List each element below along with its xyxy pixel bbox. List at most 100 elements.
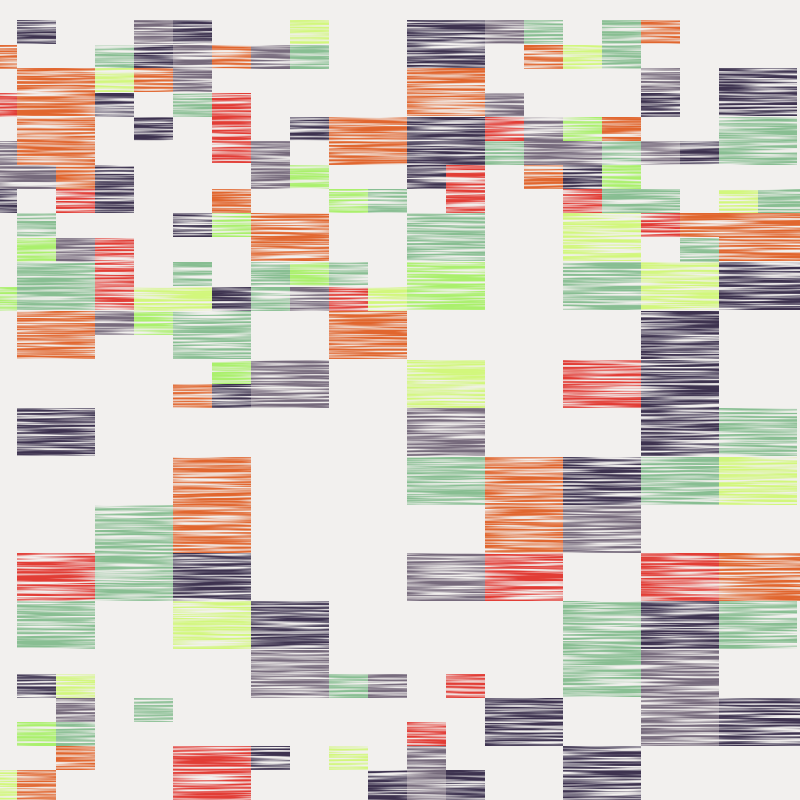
hatched-block bbox=[485, 20, 524, 44]
hatched-block bbox=[56, 746, 95, 770]
hatched-block bbox=[563, 457, 641, 505]
hatched-block bbox=[641, 650, 719, 698]
hatched-block bbox=[134, 698, 173, 722]
hatched-block bbox=[173, 68, 212, 92]
hatched-block bbox=[173, 746, 251, 800]
hatched-block bbox=[407, 746, 446, 770]
hatched-block bbox=[524, 141, 563, 165]
hatched-block bbox=[56, 722, 95, 746]
hatched-block bbox=[56, 238, 95, 262]
hatched-block bbox=[329, 674, 368, 698]
hatched-block bbox=[641, 20, 680, 44]
block-group bbox=[0, 20, 800, 800]
hatched-block bbox=[17, 20, 56, 44]
hatched-block bbox=[602, 117, 641, 141]
hatched-block bbox=[602, 189, 641, 213]
hatched-block bbox=[563, 746, 641, 800]
hatched-block bbox=[563, 262, 641, 310]
hatched-block bbox=[0, 189, 17, 213]
hatched-block bbox=[134, 20, 173, 44]
hatched-block bbox=[563, 165, 602, 189]
hatched-block bbox=[0, 287, 17, 311]
hatched-block bbox=[719, 213, 800, 261]
hatched-block bbox=[17, 553, 95, 601]
hatched-block bbox=[719, 117, 797, 165]
hatched-block bbox=[524, 20, 563, 44]
hatched-block bbox=[407, 20, 485, 68]
hatched-block bbox=[173, 45, 212, 69]
hatched-block bbox=[563, 117, 602, 141]
hatched-block bbox=[251, 213, 329, 261]
hatched-block bbox=[212, 360, 251, 384]
hatched-block bbox=[173, 213, 212, 237]
hatched-block bbox=[173, 287, 212, 311]
hatched-block bbox=[134, 45, 173, 69]
hatched-block bbox=[485, 457, 563, 553]
hatched-block bbox=[173, 553, 251, 601]
hatched-block bbox=[17, 722, 56, 746]
hatched-block bbox=[290, 45, 329, 69]
hatched-block bbox=[563, 213, 641, 261]
hatched-block bbox=[524, 45, 563, 69]
hatched-block bbox=[0, 93, 17, 117]
hatched-block bbox=[17, 68, 95, 116]
hatched-block bbox=[641, 457, 719, 505]
hatched-block bbox=[290, 287, 329, 311]
hatched-block bbox=[563, 505, 641, 553]
hatched-block bbox=[251, 650, 329, 698]
hatched-block bbox=[173, 20, 212, 44]
hatched-block bbox=[95, 93, 134, 117]
hatched-block bbox=[641, 698, 719, 746]
hatched-block bbox=[485, 117, 524, 141]
hatched-block bbox=[407, 553, 485, 601]
hatched-block bbox=[602, 141, 641, 165]
hatched-block bbox=[641, 68, 680, 92]
hatched-block bbox=[407, 213, 485, 261]
hatched-block bbox=[134, 287, 173, 311]
hatched-block bbox=[212, 45, 251, 69]
hatched-block bbox=[407, 408, 485, 456]
hatched-block bbox=[641, 93, 680, 117]
hatched-block bbox=[485, 553, 563, 601]
hatched-block bbox=[95, 238, 134, 310]
hatched-block bbox=[407, 770, 446, 800]
hatched-block bbox=[641, 141, 680, 165]
hatched-block bbox=[563, 601, 641, 697]
hatched-block bbox=[719, 189, 758, 213]
hatched-block bbox=[173, 384, 212, 408]
hatched-block bbox=[563, 141, 602, 165]
hatched-block bbox=[212, 189, 251, 213]
hatched-block bbox=[446, 165, 485, 213]
hatched-block bbox=[641, 213, 680, 237]
hatched-block bbox=[56, 674, 95, 698]
hatched-block bbox=[290, 165, 329, 189]
hatched-block bbox=[563, 45, 602, 69]
hatched-block bbox=[173, 311, 251, 359]
hatched-block bbox=[251, 746, 290, 770]
hatched-block bbox=[719, 553, 800, 601]
hatched-block bbox=[95, 505, 173, 601]
hatched-block bbox=[329, 746, 368, 770]
hatched-block bbox=[251, 360, 329, 408]
hatched-block bbox=[719, 68, 797, 116]
hatched-block bbox=[17, 117, 95, 165]
hatched-block bbox=[407, 262, 485, 310]
hatched-block bbox=[563, 360, 641, 408]
hatched-block bbox=[368, 770, 407, 800]
hatched-block bbox=[641, 360, 719, 408]
hatched-block bbox=[17, 213, 56, 237]
hatched-block bbox=[719, 457, 797, 505]
hatched-block bbox=[446, 674, 485, 698]
hatched-block bbox=[212, 287, 251, 311]
hatched-block bbox=[368, 674, 407, 698]
hatched-block bbox=[524, 165, 563, 189]
hatched-block bbox=[602, 20, 641, 44]
hatched-block bbox=[290, 117, 329, 141]
hatched-block bbox=[719, 408, 797, 456]
hatched-block bbox=[485, 698, 563, 746]
hatched-block bbox=[56, 698, 95, 722]
hatched-block bbox=[251, 601, 329, 649]
hatched-block bbox=[641, 189, 680, 213]
